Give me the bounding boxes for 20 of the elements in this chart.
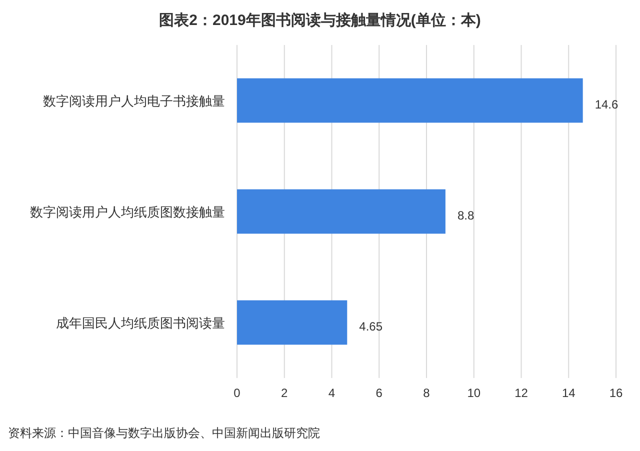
chart-title: 图表2：2019年图书阅读与接触量情况(单位：本) xyxy=(159,12,481,29)
x-tick-label: 14 xyxy=(562,386,576,400)
data-label: 4.65 xyxy=(359,320,383,334)
x-tick-label: 6 xyxy=(376,386,383,400)
y-tick-label: 成年国民人均纸质图书阅读量 xyxy=(56,316,225,330)
x-tick-label: 0 xyxy=(234,386,241,400)
bar xyxy=(237,189,446,234)
x-tick-label: 10 xyxy=(467,386,481,400)
x-tick-label: 8 xyxy=(423,386,430,400)
x-tick-label: 12 xyxy=(514,386,528,400)
y-tick-label: 数字阅读用户人均电子书接触量 xyxy=(43,94,225,108)
bar xyxy=(237,300,348,345)
y-tick-label: 数字阅读用户人均纸质图数接触量 xyxy=(30,204,225,220)
x-tick-label: 16 xyxy=(609,386,623,400)
text: 资料来源：中国音像与数字出版协会、中国新闻出版研究院 xyxy=(8,426,320,440)
data-label: 14.6 xyxy=(594,98,619,112)
bar xyxy=(237,78,583,123)
x-tick-label: 2 xyxy=(281,386,288,400)
x-tick-label: 4 xyxy=(328,386,336,400)
data-label: 8.8 xyxy=(457,208,474,222)
